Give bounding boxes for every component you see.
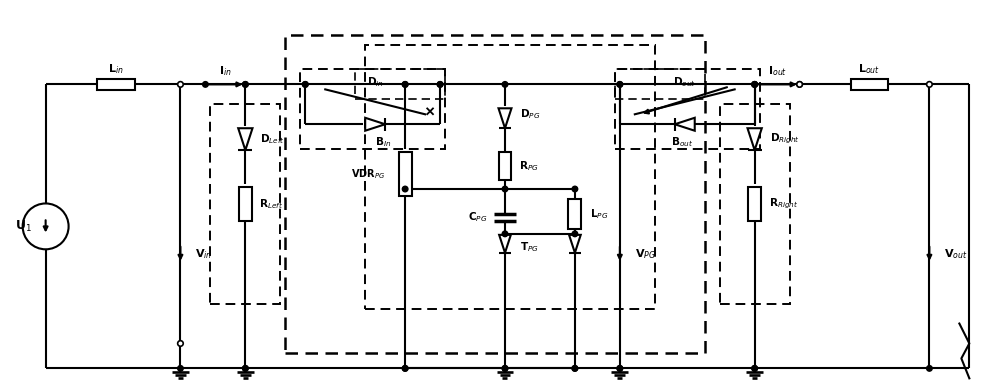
- Circle shape: [302, 82, 308, 87]
- Text: VDR$_{PG}$: VDR$_{PG}$: [351, 167, 385, 181]
- Text: R$_{PG}$: R$_{PG}$: [519, 159, 539, 173]
- Bar: [365, 44, 655, 308]
- Text: D$_{Right}$: D$_{Right}$: [770, 132, 800, 146]
- Bar: [748, 187, 761, 221]
- Text: L$_{PG}$: L$_{PG}$: [590, 207, 608, 221]
- Circle shape: [23, 203, 69, 249]
- Polygon shape: [238, 128, 252, 150]
- Bar: [720, 104, 790, 303]
- Text: R$_{Left}$: R$_{Left}$: [259, 197, 284, 211]
- Text: D$_{Left}$: D$_{Left}$: [260, 132, 285, 146]
- Text: L$_{in}$: L$_{in}$: [108, 63, 123, 76]
- Circle shape: [203, 82, 208, 87]
- Bar: [285, 35, 705, 354]
- Circle shape: [178, 82, 183, 87]
- Circle shape: [243, 82, 248, 87]
- Circle shape: [572, 186, 578, 192]
- Bar: [568, 199, 581, 229]
- Polygon shape: [499, 108, 511, 128]
- Bar: [615, 70, 760, 149]
- Circle shape: [402, 186, 408, 192]
- Circle shape: [178, 366, 183, 371]
- Polygon shape: [748, 128, 762, 150]
- Bar: [239, 187, 252, 221]
- Circle shape: [617, 366, 623, 371]
- Circle shape: [617, 366, 623, 371]
- Polygon shape: [499, 235, 511, 253]
- Circle shape: [437, 82, 443, 87]
- Circle shape: [797, 82, 802, 87]
- Circle shape: [752, 82, 757, 87]
- Polygon shape: [675, 118, 695, 131]
- Circle shape: [502, 366, 508, 371]
- Bar: [399, 152, 412, 196]
- Bar: [615, 70, 705, 99]
- Text: T$_{PG}$: T$_{PG}$: [520, 240, 539, 254]
- Circle shape: [243, 366, 248, 371]
- Circle shape: [502, 82, 508, 87]
- Circle shape: [752, 82, 757, 87]
- Text: U$_1$: U$_1$: [15, 219, 32, 234]
- Circle shape: [437, 82, 443, 87]
- Circle shape: [572, 366, 578, 371]
- Circle shape: [402, 366, 408, 371]
- Circle shape: [752, 366, 757, 371]
- Circle shape: [243, 82, 248, 87]
- Text: D$_{out}$: D$_{out}$: [673, 75, 696, 89]
- Circle shape: [752, 366, 757, 371]
- Text: L$_{out}$: L$_{out}$: [858, 63, 881, 76]
- Circle shape: [402, 366, 408, 371]
- Circle shape: [572, 231, 578, 237]
- Text: I$_{out}$: I$_{out}$: [768, 65, 787, 78]
- Text: B$_{out}$: B$_{out}$: [671, 135, 693, 149]
- Polygon shape: [365, 118, 385, 131]
- Circle shape: [502, 231, 508, 237]
- Circle shape: [797, 82, 802, 87]
- Circle shape: [402, 82, 408, 87]
- Bar: [97, 79, 135, 90]
- Circle shape: [502, 366, 508, 371]
- Circle shape: [617, 82, 623, 87]
- Bar: [851, 79, 888, 90]
- Text: D$_{in}$: D$_{in}$: [367, 75, 384, 89]
- Circle shape: [402, 82, 408, 87]
- Circle shape: [572, 366, 578, 371]
- Bar: [355, 70, 445, 99]
- Text: I$_{in}$: I$_{in}$: [219, 65, 232, 78]
- Circle shape: [927, 366, 932, 371]
- Bar: [300, 70, 445, 149]
- Circle shape: [302, 82, 308, 87]
- Circle shape: [178, 341, 183, 346]
- Circle shape: [243, 366, 248, 371]
- Text: B$_{In}$: B$_{In}$: [375, 135, 391, 149]
- Text: V$_{in}$: V$_{in}$: [195, 247, 213, 261]
- Text: V$_{PG}$: V$_{PG}$: [635, 247, 656, 261]
- Polygon shape: [569, 235, 581, 253]
- Circle shape: [617, 82, 623, 87]
- Text: C$_{PG}$: C$_{PG}$: [468, 210, 487, 224]
- Bar: [499, 152, 511, 180]
- Circle shape: [752, 82, 757, 87]
- Text: R$_{Right}$: R$_{Right}$: [769, 197, 798, 211]
- Circle shape: [502, 186, 508, 192]
- Circle shape: [927, 82, 932, 87]
- Bar: [210, 104, 280, 303]
- Text: D$_{PG}$: D$_{PG}$: [520, 107, 540, 121]
- Text: V$_{out}$: V$_{out}$: [944, 247, 968, 261]
